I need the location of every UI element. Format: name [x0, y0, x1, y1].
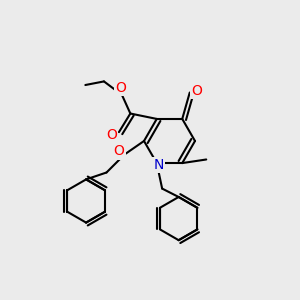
Text: O: O: [106, 128, 117, 142]
Text: O: O: [114, 145, 124, 158]
Text: O: O: [191, 84, 202, 98]
Text: N: N: [153, 158, 164, 172]
Text: O: O: [115, 81, 126, 95]
